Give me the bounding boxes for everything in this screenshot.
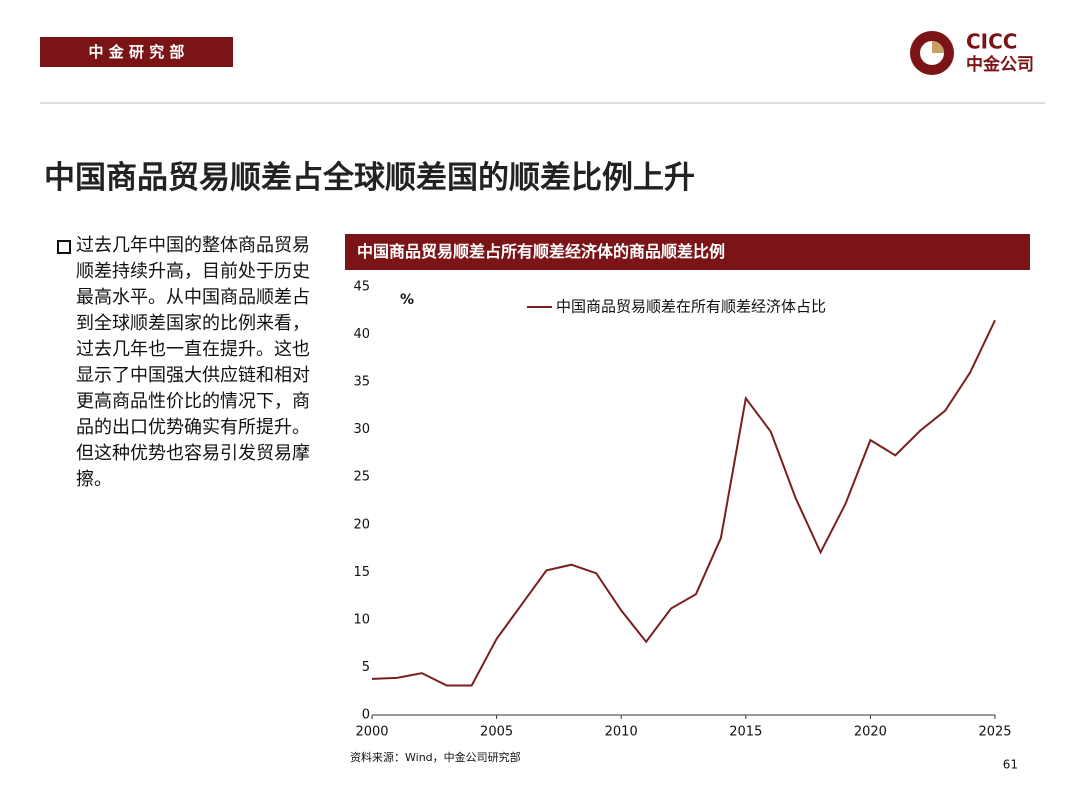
y-tick-label: 45 (353, 280, 370, 295)
bullet-marker (57, 240, 71, 254)
y-tick-label: 5 (362, 660, 370, 675)
legend-label: 中国商品贸易顺差在所有顺差经济体占比 (556, 298, 826, 316)
y-tick-label: 0 (362, 708, 370, 723)
divider (40, 102, 1045, 104)
logo-en: CICC (966, 30, 1017, 54)
page-number: 61 (1003, 758, 1018, 772)
x-tick-label: 2015 (729, 725, 762, 740)
department-tag: 中 金 研 究 部 (40, 37, 233, 67)
logo-cn: 中金公司 (966, 54, 1034, 75)
y-tick-label: 30 (353, 422, 370, 437)
chart-title: 中国商品贸易顺差占所有顺差经济体的商品顺差比例 (345, 234, 1030, 270)
x-tick-label: 2025 (978, 725, 1011, 740)
logo-gold (932, 41, 944, 53)
logo: CICC 中金公司 (910, 30, 1034, 75)
x-tick-label: 2010 (605, 725, 638, 740)
data-line (371, 319, 996, 687)
bullet-text: 过去几年中国的整体商品贸易顺差持续升高，目前处于历史最高水平。从中国商品顺差占到… (76, 235, 310, 490)
y-tick-label: 15 (353, 565, 370, 580)
slide-title: 中国商品贸易顺差占全球顺差国的顺差比例上升 (44, 160, 695, 196)
x-tick-label: 2020 (854, 725, 887, 740)
y-tick-label: 10 (353, 612, 370, 627)
source: 资料来源：Wind，中金公司研究部 (350, 750, 521, 764)
y-tick-label: 40 (353, 327, 370, 342)
x-tick-label: 2000 (355, 725, 388, 740)
y-unit: % (400, 292, 414, 308)
x-tick-label: 2005 (480, 725, 513, 740)
y-tick-label: 25 (353, 470, 370, 485)
y-tick-label: 20 (353, 517, 370, 532)
y-tick-label: 35 (353, 375, 370, 390)
